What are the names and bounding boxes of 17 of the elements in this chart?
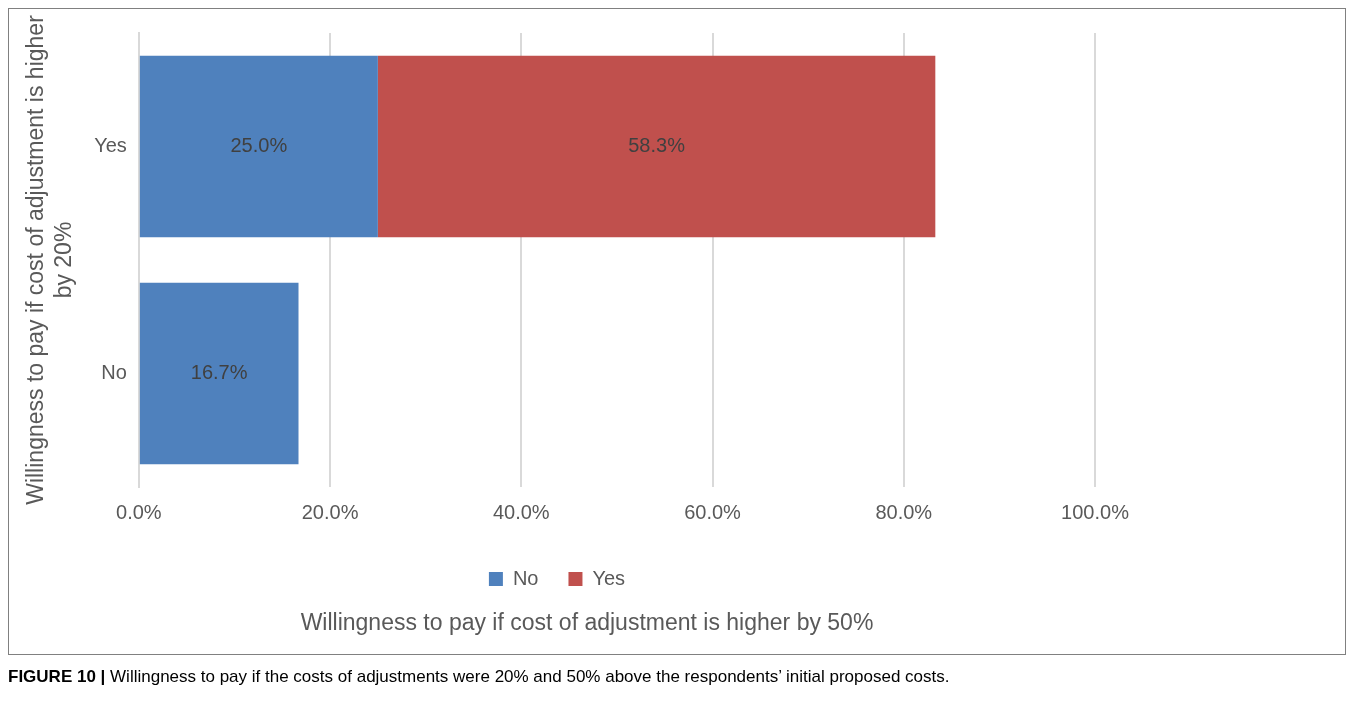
data-label: 25.0% [230, 134, 288, 157]
x-tick-label: 60.0% [684, 500, 742, 523]
x-tick-label: 40.0% [492, 500, 550, 523]
bar [377, 55, 936, 238]
x-axis-title: Willingness to pay if cost of adjustment is higher by 50% [299, 609, 875, 636]
x-tick-label: 20.0% [301, 500, 359, 523]
data-label: 16.7% [190, 361, 248, 384]
legend-label: Yes [592, 566, 626, 589]
x-tick-label: 100.0% [1061, 500, 1130, 523]
legend-label: No [512, 566, 539, 589]
y-axis-title: Willingness to pay if cost of adjustment is higher by 20% [22, 14, 76, 505]
caption: FIGURE 10 | Willingness to pay if the costs of adjustments were 20% and 50% above the respondents’ initial proposed costs. [8, 667, 950, 686]
bar [139, 282, 299, 465]
data-label: 58.3% [628, 134, 686, 157]
x-tick-label: 0.0% [116, 500, 162, 523]
x-tick-label: 80.0% [875, 500, 933, 523]
bar [139, 55, 378, 238]
